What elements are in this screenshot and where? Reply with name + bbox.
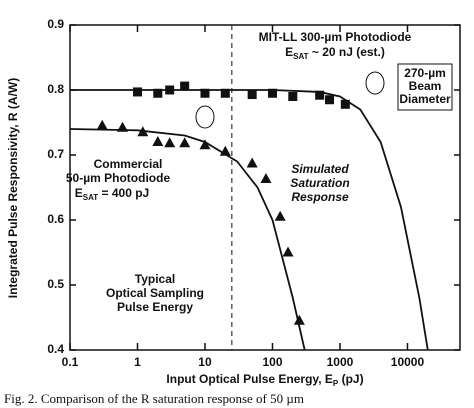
data-point: [267, 88, 277, 98]
annotation: Optical Sampling: [106, 286, 204, 300]
annotation: Diameter: [399, 92, 451, 106]
y-axis-label: Integrated Pulse Responsivity, R (A/W): [6, 78, 20, 298]
data-point: [246, 157, 258, 168]
y-tick-label: 0.6: [47, 212, 64, 226]
caption: Fig. 2. Comparison of the R saturation r…: [4, 391, 304, 406]
annotation-after: ~ 20 nJ (est.): [309, 45, 385, 59]
x-axis-label-after: (pJ): [338, 372, 363, 386]
simulated-curve: [69, 128, 306, 351]
annotation: Commercial: [94, 157, 163, 171]
annotation: Typical: [135, 272, 175, 286]
data-point: [200, 88, 210, 98]
y-tick-label: 0.7: [47, 147, 64, 161]
highlight-circle: [365, 71, 385, 95]
data-point: [315, 90, 325, 100]
annotation-sub: SAT: [83, 193, 99, 202]
highlight-circle: [195, 105, 215, 129]
data-point: [325, 95, 335, 105]
annotation: Simulated: [291, 162, 349, 176]
data-point: [180, 81, 190, 91]
annotation: Pulse Energy: [117, 300, 193, 314]
data-point: [340, 99, 350, 109]
y-tick-label: 0.9: [47, 17, 64, 31]
x-tick-label: 1000: [327, 355, 354, 369]
data-point: [282, 246, 294, 257]
data-point: [153, 88, 163, 98]
annotation-box: [397, 63, 453, 111]
annotation-after: = 400 pJ: [98, 186, 149, 200]
data-point: [247, 90, 257, 100]
y-tick-label: 0.5: [47, 277, 64, 291]
x-tick-label: 1: [134, 355, 141, 369]
x-axis-label: Input Optical Pulse Energy, EP (pJ): [166, 372, 363, 388]
y-tick-label: 0.4: [47, 342, 64, 356]
annotation: ESAT ~ 20 nJ (est.): [285, 45, 385, 61]
data-point: [274, 210, 286, 221]
annotation-sub: SAT: [293, 52, 309, 61]
annotation-main: E: [75, 186, 83, 200]
annotation: 50-µm Photodiode: [66, 171, 171, 185]
data-point: [199, 139, 211, 150]
data-point: [164, 137, 176, 148]
x-axis-label-sub: P: [333, 379, 339, 388]
data-point: [260, 173, 272, 184]
x-axis-label-main: Input Optical Pulse Energy, E: [166, 372, 332, 386]
data-point: [132, 87, 142, 97]
annotation: Response: [291, 190, 349, 204]
annotation: Beam: [409, 79, 442, 93]
annotation: 270-µm: [404, 66, 446, 80]
x-tick-label: 100: [262, 355, 282, 369]
annotation: Saturation: [290, 176, 349, 190]
annotation: MIT-LL 300-µm Photodiode: [259, 30, 412, 44]
data-point: [179, 137, 191, 148]
annotation-main: E: [285, 45, 293, 59]
data-point: [152, 136, 164, 146]
annotation: ESAT = 400 pJ: [75, 186, 149, 202]
plot-frame: [69, 24, 461, 351]
simulated-curve: [70, 89, 429, 351]
y-tick-label: 0.8: [47, 82, 64, 96]
data-point: [288, 92, 298, 101]
data-point: [96, 119, 108, 130]
data-point: [293, 314, 305, 325]
x-tick-label: 10000: [391, 355, 425, 369]
x-tick-label: 0.1: [62, 355, 79, 369]
data-point: [220, 88, 230, 98]
x-tick-label: 10: [198, 355, 212, 369]
